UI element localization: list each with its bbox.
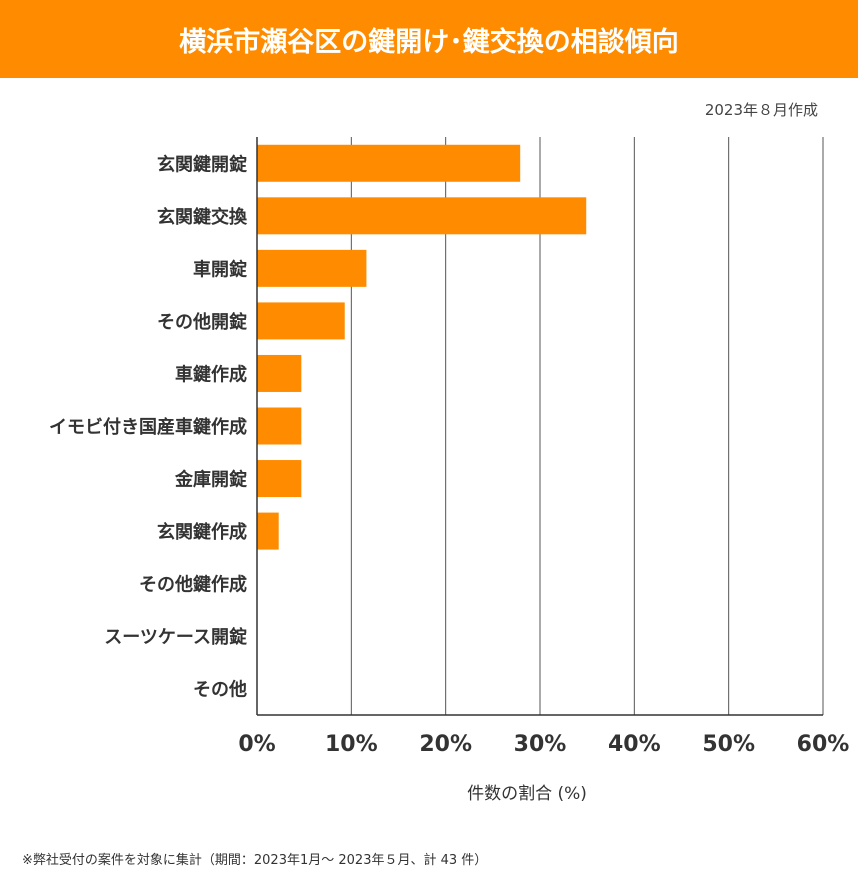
category-label: その他鍵作成 <box>139 574 247 596</box>
category-label: イモビ付き国産車鍵作成 <box>49 416 247 438</box>
footnote: ※弊社受付の案件を対象に集計（期間：2023年1月～ 2023年５月、計 43 … <box>22 853 488 868</box>
bar <box>257 354 302 392</box>
x-tick-label: 60% <box>797 732 850 757</box>
category-label: 金庫開錠 <box>174 469 247 491</box>
bar <box>257 144 521 182</box>
category-label: 玄関鍵作成 <box>157 521 247 543</box>
date-note: 2023年８月作成 <box>704 101 818 119</box>
x-tick-label: 50% <box>702 732 755 757</box>
bar <box>257 302 345 340</box>
category-label: その他開錠 <box>157 311 247 333</box>
bar <box>257 512 279 550</box>
bar <box>257 249 367 287</box>
bar <box>257 460 302 498</box>
category-label: 玄関鍵開錠 <box>157 153 247 175</box>
chart-title: 横浜市瀬谷区の鍵開け･鍵交換の相談傾向 <box>179 26 679 58</box>
bar <box>257 407 302 445</box>
x-tick-label: 10% <box>325 732 378 757</box>
x-tick-label: 40% <box>608 732 661 757</box>
category-label: 玄関鍵交換 <box>157 206 248 228</box>
x-tick-label: 20% <box>419 732 472 757</box>
category-label: 車開錠 <box>193 258 247 280</box>
bar <box>257 197 587 235</box>
category-label: 車鍵作成 <box>175 363 247 385</box>
x-axis-label: 件数の割合 (%) <box>467 784 587 804</box>
title-bar: 横浜市瀬谷区の鍵開け･鍵交換の相談傾向 <box>0 0 858 78</box>
category-label: スーツケース開錠 <box>104 626 247 648</box>
x-tick-label: 0% <box>238 732 275 757</box>
category-label: その他 <box>193 679 247 701</box>
x-tick-label: 30% <box>514 732 567 757</box>
